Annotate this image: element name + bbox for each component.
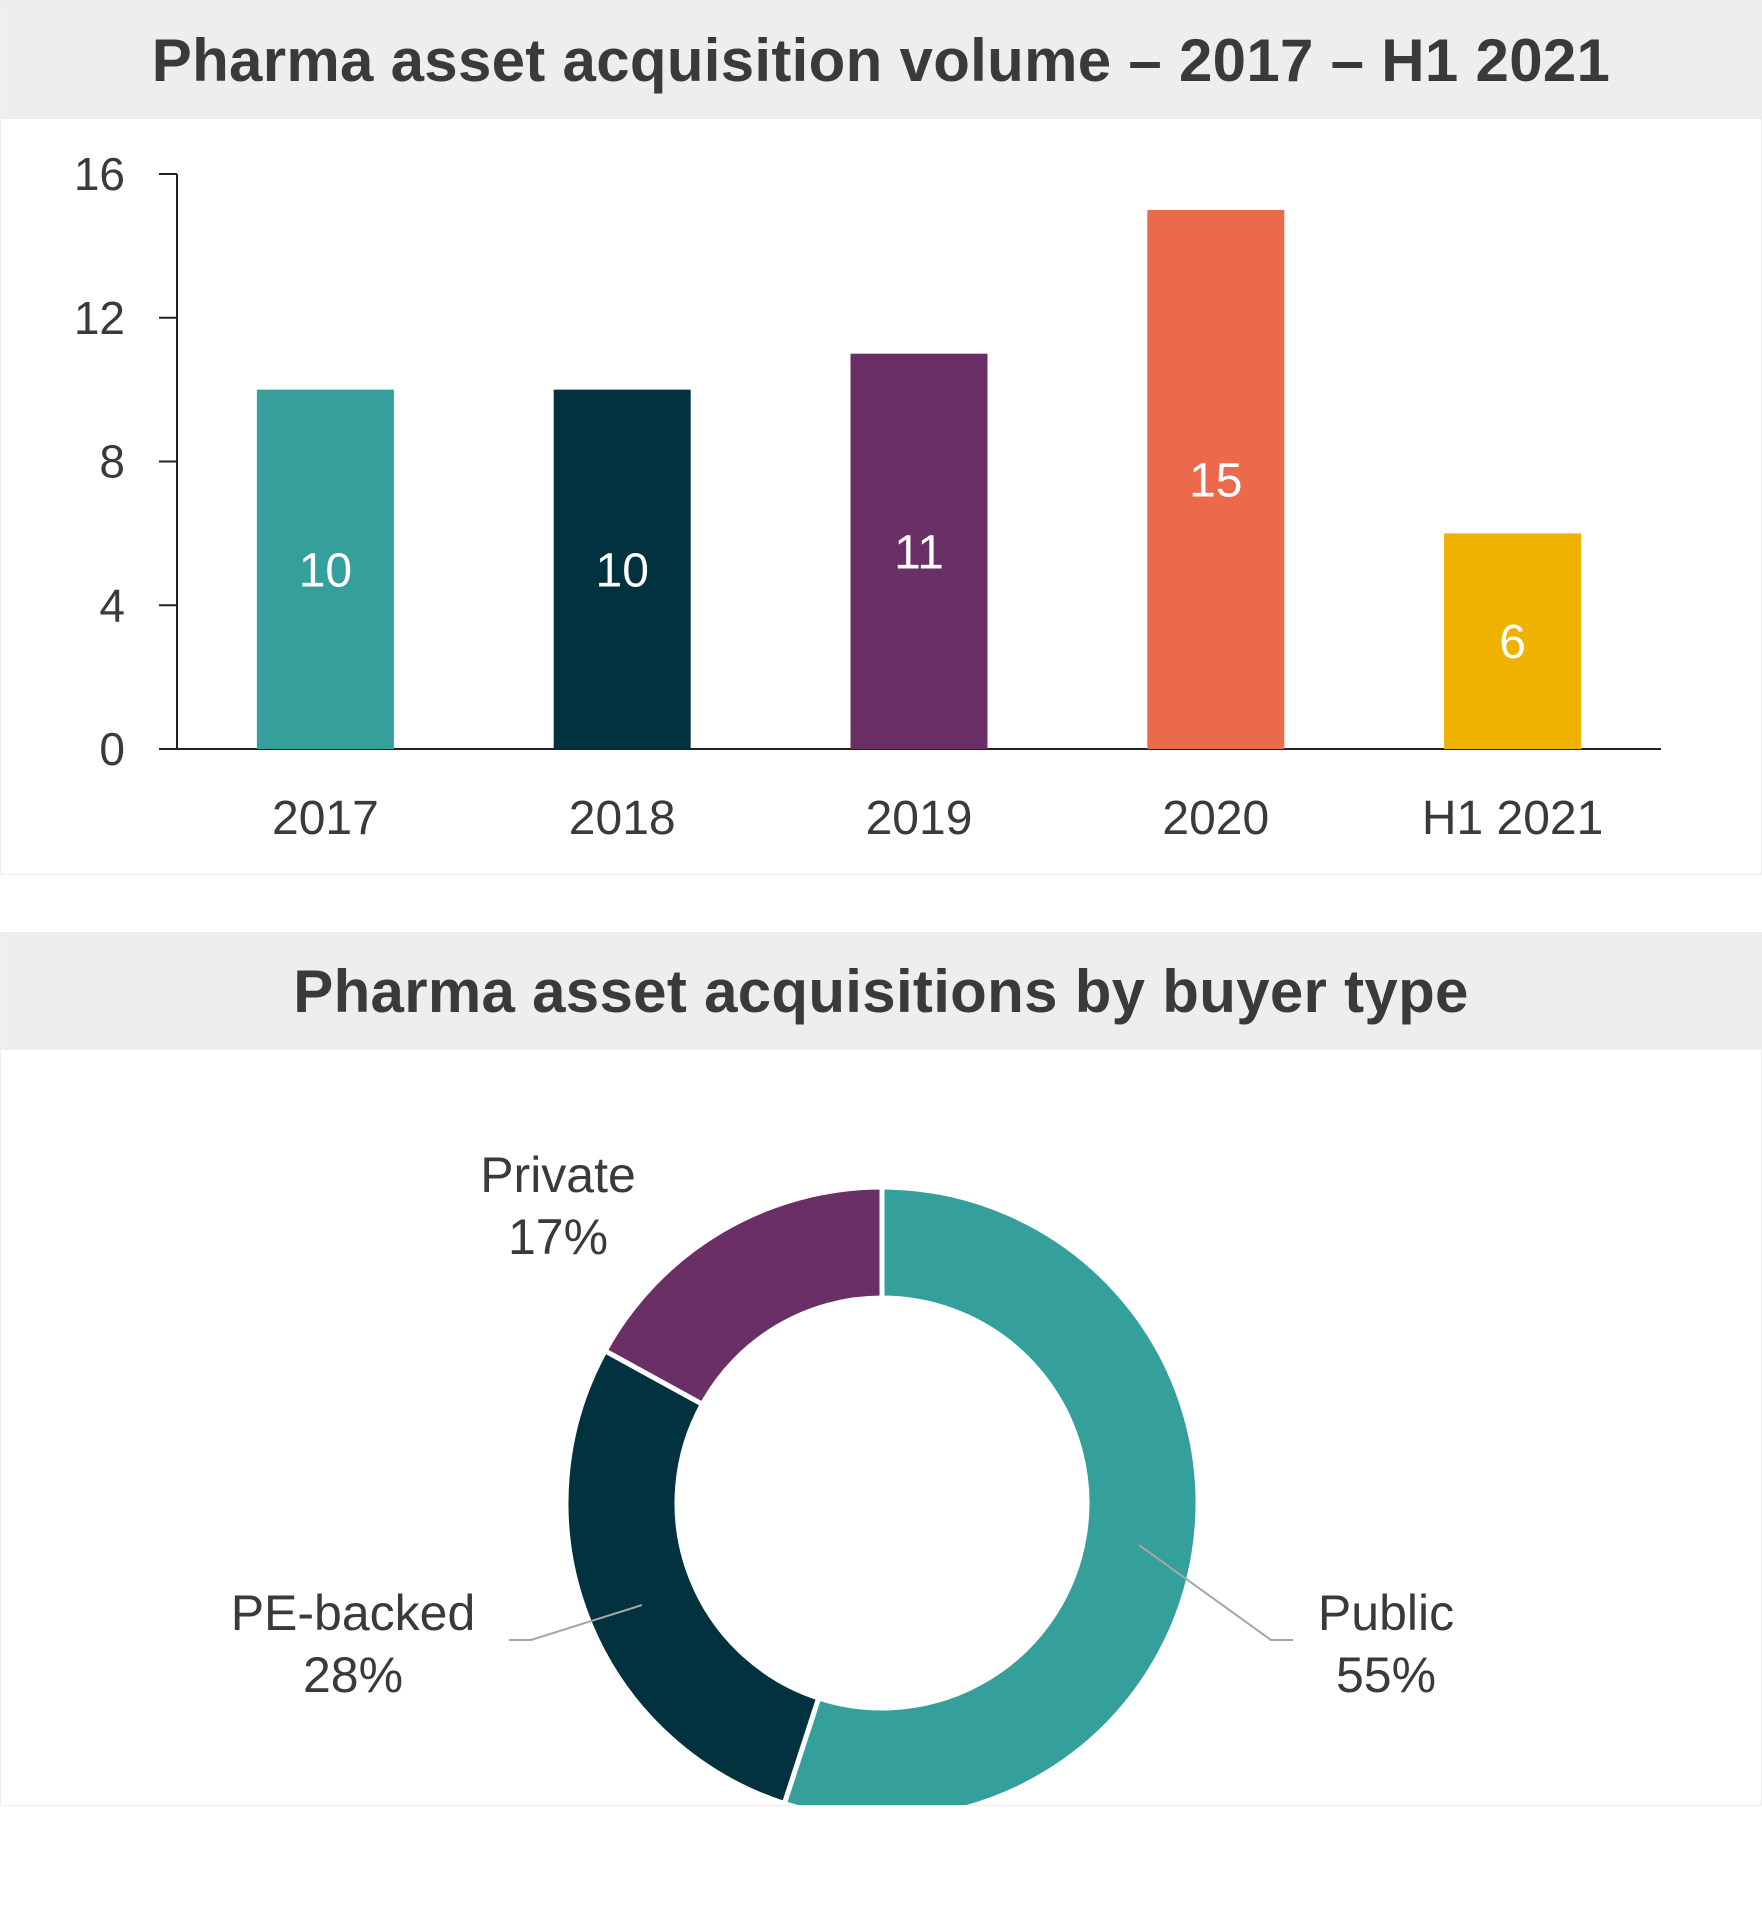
slice-label: Private bbox=[480, 1147, 636, 1203]
x-tick-label: 2017 bbox=[272, 792, 379, 845]
donut-chart-panel: Pharma asset acquisitions by buyer type … bbox=[0, 932, 1762, 1806]
donut-chart-title: Pharma asset acquisitions by buyer type bbox=[293, 958, 1469, 1025]
bar-chart-header: Pharma asset acquisition volume – 2017 –… bbox=[1, 1, 1761, 119]
bar-value-label: 10 bbox=[596, 544, 649, 597]
y-tick-label: 0 bbox=[99, 723, 125, 775]
x-tick-label: 2020 bbox=[1162, 792, 1269, 845]
bar-2017 bbox=[256, 389, 394, 749]
bar-chart-title: Pharma asset acquisition volume – 2017 –… bbox=[151, 26, 1611, 94]
bar-chart: 0 4 8 12 16 10 2017 10 2018 11 2019 15 2020 6 H1 2021 bbox=[74, 148, 1661, 845]
donut-chart: Public 55% PE-backed 28% Private 17% bbox=[231, 1147, 1454, 1805]
bar-value-label: 11 bbox=[894, 526, 944, 579]
slice-label: PE-backed bbox=[231, 1585, 476, 1641]
bar-h1-2021 bbox=[1444, 533, 1582, 749]
donut-slice-private bbox=[601, 1184, 885, 1408]
slice-label: Public bbox=[1318, 1585, 1454, 1641]
y-tick-label: 12 bbox=[74, 292, 125, 344]
y-tick-label: 8 bbox=[99, 436, 125, 488]
bar-value-label: 15 bbox=[1189, 454, 1242, 507]
bar-2018 bbox=[553, 389, 691, 749]
x-tick-label: 2019 bbox=[866, 792, 973, 845]
bar-chart-panel: Pharma asset acquisition volume – 2017 –… bbox=[0, 0, 1762, 875]
bar-2020 bbox=[1147, 209, 1285, 749]
y-tick-label: 4 bbox=[99, 579, 125, 631]
slice-percent-label: 55% bbox=[1336, 1647, 1436, 1703]
bar-value-label: 10 bbox=[299, 544, 352, 597]
x-tick-label: 2018 bbox=[569, 792, 676, 845]
slice-percent-label: 28% bbox=[303, 1647, 403, 1703]
leader-line bbox=[1138, 1544, 1293, 1641]
donut-slice-public bbox=[781, 1184, 1201, 1805]
y-tick-label: 16 bbox=[74, 148, 125, 200]
bar-2019 bbox=[850, 353, 988, 749]
x-tick-label: H1 2021 bbox=[1422, 792, 1603, 845]
donut-slice-pe-backed bbox=[563, 1347, 822, 1805]
donut-chart-header: Pharma asset acquisitions by buyer type bbox=[1, 933, 1761, 1050]
slice-percent-label: 17% bbox=[508, 1209, 608, 1265]
leader-line bbox=[509, 1604, 643, 1641]
bar-value-label: 6 bbox=[1499, 616, 1526, 669]
